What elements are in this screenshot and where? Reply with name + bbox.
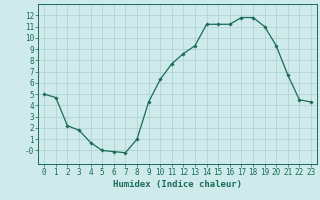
X-axis label: Humidex (Indice chaleur): Humidex (Indice chaleur) xyxy=(113,180,242,189)
